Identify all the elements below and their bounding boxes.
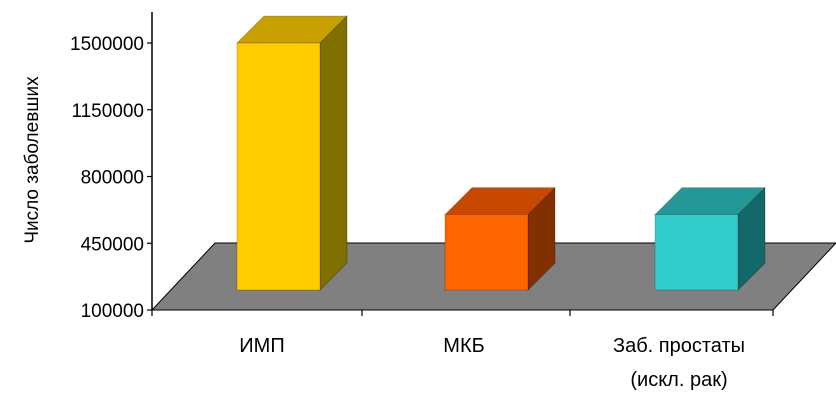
category-label: МКБ — [443, 335, 484, 357]
bar-3 — [654, 186, 766, 291]
bar-front-face — [444, 214, 529, 291]
bar-2 — [444, 186, 556, 291]
category-label: Заб. простаты — [613, 335, 745, 357]
y-tick-label: 100000 — [81, 301, 144, 322]
bar-front-face — [654, 214, 739, 291]
category-label: (искл. рак) — [630, 369, 727, 391]
y-tick-label: 1150000 — [71, 101, 144, 122]
bar-side-face — [319, 15, 348, 291]
bar-1 — [236, 15, 348, 291]
category-label: ИМП — [239, 335, 284, 357]
y-axis-label: Число заболевших — [22, 76, 43, 244]
y-tick-label: 1500000 — [70, 34, 144, 55]
y-tick-label: 800000 — [81, 168, 144, 189]
y-tick-label: 450000 — [81, 234, 144, 255]
bar-front-face — [236, 42, 321, 291]
